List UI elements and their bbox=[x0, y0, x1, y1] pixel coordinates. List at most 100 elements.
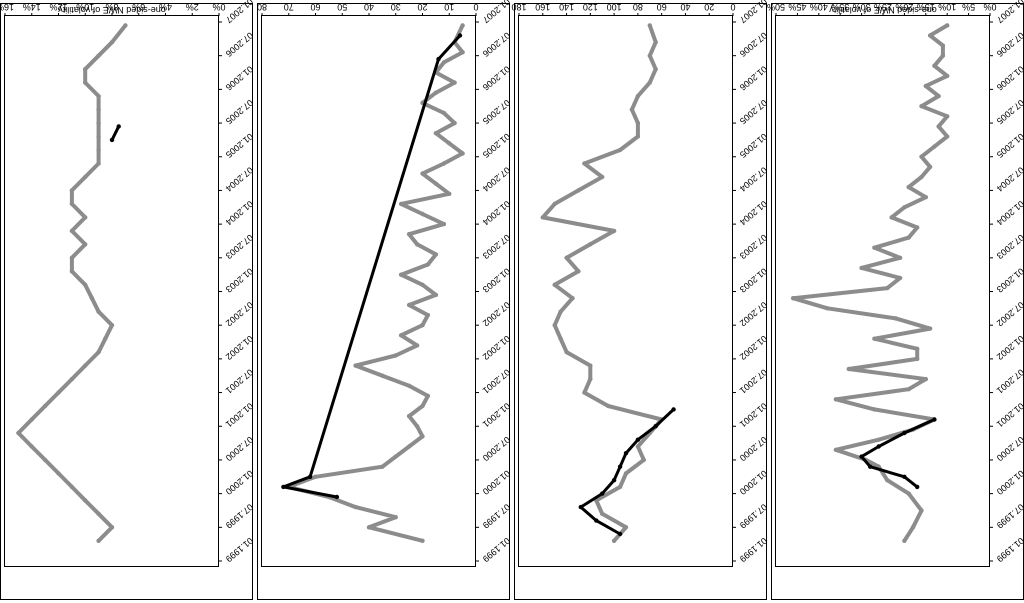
data-point bbox=[653, 67, 658, 72]
data-point bbox=[433, 181, 439, 186]
data-point bbox=[600, 491, 605, 496]
data-point bbox=[393, 353, 398, 358]
data-point bbox=[96, 107, 101, 112]
data-point bbox=[833, 397, 839, 402]
data-point bbox=[406, 302, 412, 308]
data-point bbox=[653, 424, 658, 429]
y-tick-label: 50 bbox=[337, 2, 347, 12]
data-point bbox=[927, 164, 933, 170]
y-tick-label: 50% bbox=[767, 2, 785, 12]
series-2 bbox=[859, 417, 937, 490]
data-point bbox=[425, 393, 431, 399]
data-point bbox=[380, 373, 385, 378]
data-point bbox=[69, 255, 75, 260]
data-point bbox=[876, 444, 881, 449]
data-point bbox=[313, 474, 318, 479]
data-point bbox=[617, 484, 623, 490]
data-point bbox=[564, 255, 569, 260]
data-point bbox=[902, 430, 907, 436]
data-point bbox=[83, 363, 88, 368]
data-point bbox=[846, 366, 851, 372]
data-point bbox=[915, 225, 920, 230]
data-point bbox=[393, 454, 398, 459]
y-tick-label: 45% bbox=[788, 2, 806, 12]
data-point bbox=[915, 356, 920, 362]
data-point bbox=[460, 50, 465, 55]
data-point bbox=[83, 174, 88, 180]
data-point bbox=[872, 245, 877, 250]
data-point bbox=[606, 403, 611, 409]
data-point bbox=[635, 444, 641, 449]
data-point bbox=[96, 349, 101, 355]
y-axis-title: one-sided NWE of volatility bbox=[58, 5, 166, 15]
data-point bbox=[552, 282, 557, 287]
data-point bbox=[441, 110, 447, 116]
y-tick-label: 40 bbox=[680, 2, 690, 12]
y-tick-label: 180 bbox=[511, 2, 526, 12]
data-point bbox=[859, 265, 864, 271]
data-point bbox=[611, 478, 617, 483]
y-tick-label: 4% bbox=[159, 2, 172, 12]
data-point bbox=[123, 23, 128, 28]
data-point bbox=[641, 457, 646, 463]
data-point bbox=[96, 93, 101, 99]
data-point bbox=[69, 201, 75, 207]
data-point bbox=[460, 23, 465, 28]
data-point bbox=[380, 464, 385, 469]
data-point bbox=[623, 471, 629, 476]
data-point bbox=[83, 242, 88, 247]
y-tick-label: 12% bbox=[49, 2, 67, 12]
data-point bbox=[69, 376, 75, 382]
data-point bbox=[945, 114, 950, 119]
data-point bbox=[945, 73, 950, 79]
data-point bbox=[940, 53, 946, 58]
data-point bbox=[69, 188, 75, 193]
data-point bbox=[885, 285, 890, 291]
data-point bbox=[83, 215, 88, 220]
y-tick-label: 120 bbox=[583, 2, 598, 12]
series-line bbox=[791, 23, 950, 543]
data-point bbox=[932, 417, 937, 422]
data-point bbox=[353, 363, 358, 368]
data-point bbox=[96, 147, 101, 153]
y-tick-label: 16% bbox=[0, 2, 14, 12]
data-point bbox=[334, 494, 340, 500]
data-point bbox=[89, 296, 95, 301]
data-point bbox=[564, 349, 569, 355]
data-point bbox=[414, 424, 420, 429]
data-point bbox=[406, 444, 412, 449]
y-axis-title: one-sided NWE of volatility bbox=[829, 5, 937, 15]
data-point bbox=[671, 407, 676, 412]
data-point bbox=[825, 306, 830, 311]
data-point bbox=[420, 171, 425, 176]
data-point bbox=[56, 390, 61, 395]
y-tick-label: 2% bbox=[186, 2, 199, 12]
data-point bbox=[906, 184, 911, 190]
data-point bbox=[414, 343, 420, 348]
data-point bbox=[406, 232, 412, 237]
data-point bbox=[433, 252, 439, 257]
data-point bbox=[281, 484, 286, 490]
data-point bbox=[936, 124, 941, 129]
data-point bbox=[29, 444, 34, 449]
y-tick-label: 25% bbox=[874, 2, 892, 12]
y-tick-label: 140 bbox=[559, 2, 574, 12]
data-point bbox=[83, 498, 88, 503]
plot-area bbox=[518, 15, 733, 567]
data-point bbox=[420, 282, 425, 287]
data-point bbox=[447, 141, 452, 146]
plot-area bbox=[4, 15, 219, 567]
data-point bbox=[433, 90, 439, 95]
y-tick-label: 60 bbox=[657, 2, 667, 12]
data-point bbox=[647, 23, 652, 28]
y-tick-label: 10 bbox=[444, 2, 454, 12]
data-point bbox=[452, 80, 457, 85]
data-point bbox=[932, 144, 937, 149]
y-tick-label: 5% bbox=[962, 2, 975, 12]
data-point bbox=[910, 525, 916, 530]
data-point bbox=[433, 292, 439, 298]
data-point bbox=[919, 508, 924, 513]
data-point bbox=[594, 518, 599, 523]
data-point bbox=[923, 83, 928, 89]
data-point bbox=[414, 242, 420, 247]
